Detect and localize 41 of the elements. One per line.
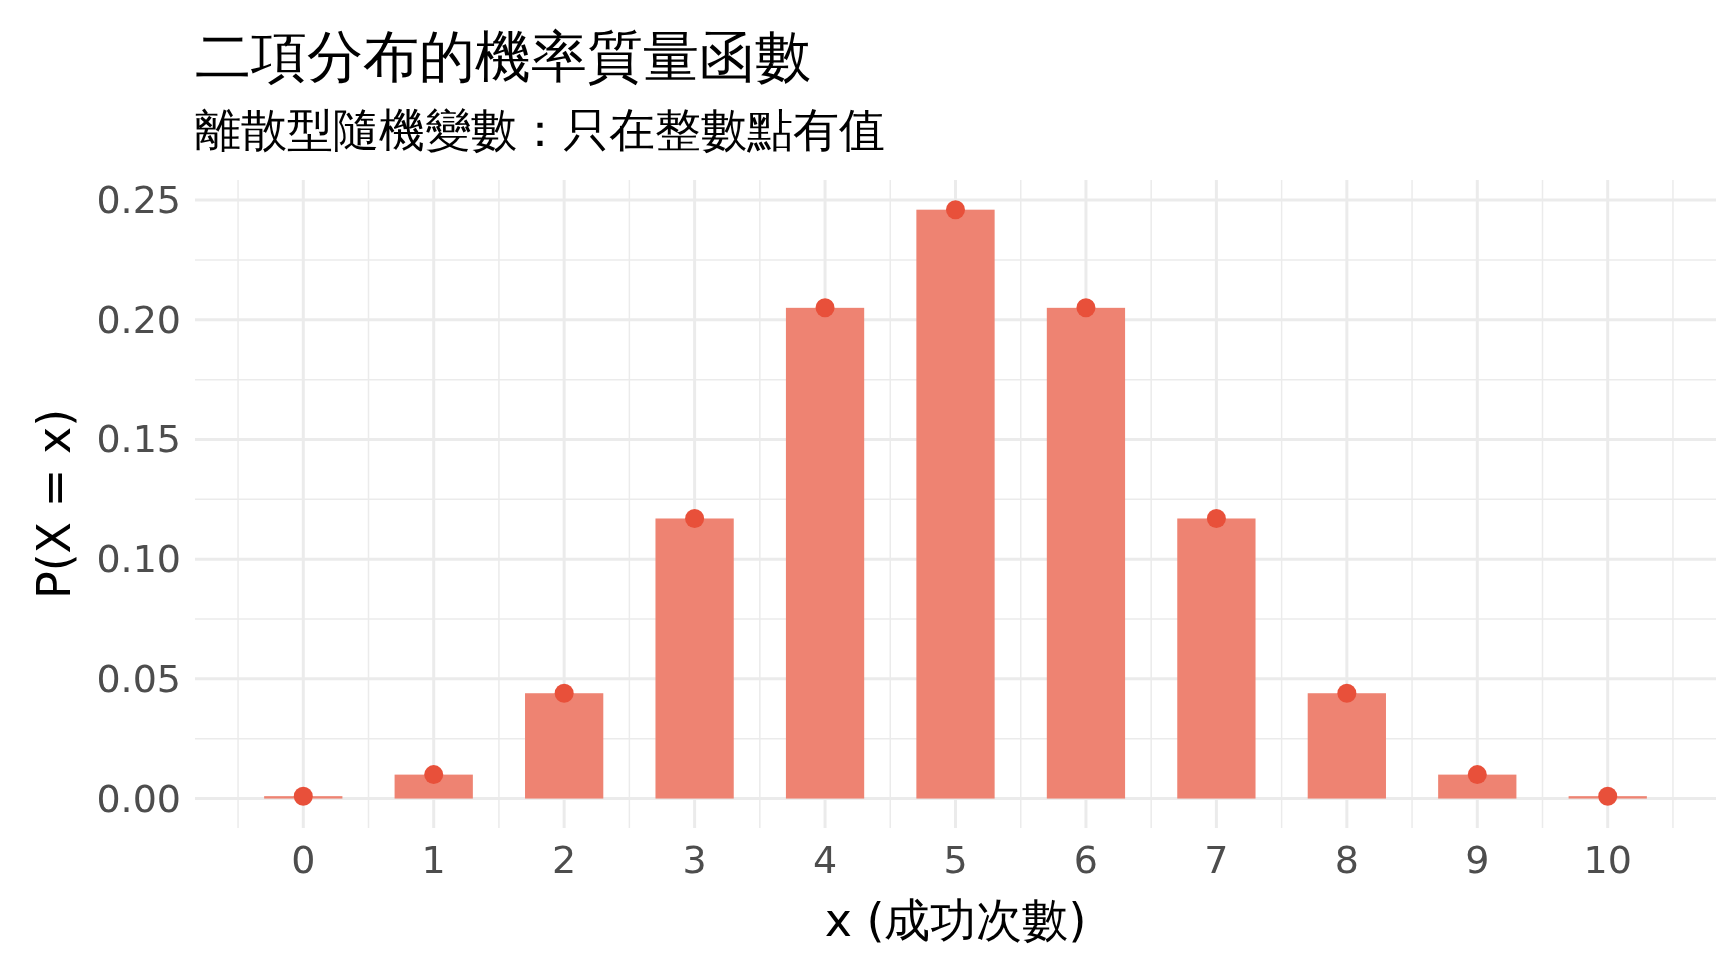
y-tick-label: 0.05: [96, 656, 181, 701]
point: [1598, 786, 1618, 806]
point: [1076, 298, 1096, 318]
x-tick-label: 0: [291, 838, 316, 882]
point: [1467, 765, 1487, 785]
x-tick-label: 8: [1334, 838, 1359, 882]
y-tick-label: 0.15: [96, 417, 181, 462]
bar: [525, 693, 604, 799]
x-tick-label: 1: [421, 838, 446, 882]
y-tick-label: 0.10: [96, 537, 181, 582]
point: [293, 786, 313, 806]
bar: [1177, 518, 1256, 799]
y-tick-label: 0.20: [96, 297, 181, 342]
point: [946, 200, 965, 220]
point: [1206, 508, 1226, 528]
x-tick-label: 9: [1465, 838, 1490, 882]
bar: [785, 307, 865, 799]
chart-title: 二項分布的機率質量函數: [195, 24, 811, 89]
x-tick-label: 10: [1583, 838, 1632, 882]
y-axis-title: P(X = x): [27, 408, 81, 600]
bar: [916, 209, 995, 799]
point: [554, 683, 574, 703]
point: [424, 765, 444, 785]
point: [1337, 683, 1357, 703]
x-tick-label: 3: [682, 838, 707, 882]
chart-subtitle: 離散型隨機變數：只在整數點有值: [195, 103, 885, 157]
x-tick-label: 5: [943, 838, 968, 882]
point: [685, 508, 705, 528]
bar: [1307, 693, 1386, 799]
x-tick-label: 2: [552, 838, 577, 882]
bar: [655, 518, 734, 799]
x-tick-label: 7: [1204, 838, 1229, 882]
y-tick-label: 0.00: [96, 776, 181, 821]
x-tick-label: 4: [812, 838, 838, 882]
x-axis-title: x (成功次數): [824, 893, 1087, 947]
bar: [1046, 307, 1126, 799]
point: [815, 298, 835, 318]
x-tick-label: 6: [1073, 838, 1099, 882]
bar: [394, 774, 473, 799]
bar: [1438, 774, 1517, 799]
y-tick-label: 0.25: [96, 178, 181, 223]
